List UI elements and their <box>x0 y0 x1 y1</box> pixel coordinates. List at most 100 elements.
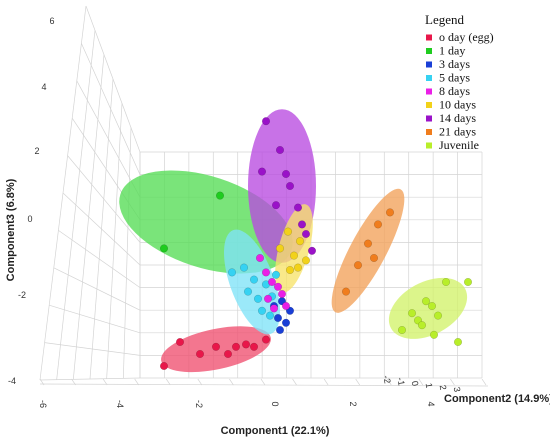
legend-label: 1 day <box>439 44 465 58</box>
data-point <box>453 337 463 347</box>
x-tick-label: 0 <box>270 401 280 406</box>
legend-label: o day (egg) <box>439 30 494 44</box>
data-point <box>283 227 293 236</box>
data-point <box>265 311 275 320</box>
legend-item: 14 days <box>426 111 476 125</box>
data-point <box>231 342 241 351</box>
data-point <box>429 330 439 339</box>
grid-line <box>102 378 108 386</box>
data-point <box>261 117 271 126</box>
y-tick-label: 2 <box>438 384 449 391</box>
data-point <box>285 181 295 191</box>
data-point <box>373 220 383 229</box>
data-point <box>269 304 279 313</box>
grid-line <box>134 378 140 386</box>
legend-item: 5 days <box>426 71 470 85</box>
legend-label: 14 days <box>439 111 476 125</box>
legend-label: 8 days <box>439 84 470 98</box>
legend-label: 21 days <box>439 125 476 139</box>
data-point <box>267 277 277 287</box>
data-point <box>275 244 285 253</box>
floor-edge <box>39 383 489 387</box>
x-tick-label: 4 <box>426 401 436 406</box>
data-point <box>369 253 379 263</box>
data-points <box>159 117 473 371</box>
data-point <box>263 294 273 303</box>
legend-swatch <box>426 48 432 54</box>
data-point <box>257 167 267 176</box>
data-point <box>243 287 253 296</box>
legend-swatch <box>426 129 432 135</box>
data-point <box>307 246 317 255</box>
data-point <box>257 306 267 315</box>
legend-item: Juvenile <box>426 138 479 152</box>
data-point <box>353 261 363 270</box>
y-axis-title: Component2 (14.9%) <box>444 393 550 405</box>
data-point <box>433 311 443 320</box>
grid-line <box>197 378 203 386</box>
data-point <box>223 349 233 359</box>
grid-line <box>450 378 455 386</box>
grid-line <box>418 378 424 386</box>
grid-line <box>481 378 487 386</box>
data-point <box>385 208 395 217</box>
data-point <box>227 268 237 277</box>
x-tick-label: -2 <box>194 400 204 408</box>
data-point <box>211 342 221 351</box>
grid-line <box>229 378 234 386</box>
data-point <box>301 229 311 239</box>
legend-swatch <box>426 75 432 81</box>
data-point <box>363 239 373 248</box>
data-point <box>295 237 305 246</box>
data-point <box>175 337 185 347</box>
legend-swatch <box>426 88 432 95</box>
data-point <box>421 297 431 306</box>
legend-label: 10 days <box>439 98 476 112</box>
data-point <box>301 256 311 265</box>
y-tick-label: -1 <box>395 377 406 387</box>
grid-line <box>355 378 361 386</box>
data-point <box>463 277 473 287</box>
data-point <box>271 201 281 210</box>
grid-line <box>323 378 329 386</box>
legend-swatch <box>426 115 432 122</box>
x-tick-label: -4 <box>115 400 125 408</box>
data-point <box>293 263 303 272</box>
data-point <box>277 289 287 299</box>
legend-label: 3 days <box>439 57 470 71</box>
data-point <box>285 265 295 275</box>
data-point <box>255 253 265 263</box>
ellipse-21-days <box>331 188 405 313</box>
legend-label: 5 days <box>439 71 470 85</box>
legend-item: 3 days <box>426 57 470 71</box>
data-point <box>281 301 291 311</box>
z-tick-label: -4 <box>8 376 16 386</box>
data-point <box>241 340 251 349</box>
legend-label: Juvenile <box>439 138 479 152</box>
data-point <box>407 309 417 318</box>
data-point <box>281 169 291 179</box>
data-point <box>271 270 281 279</box>
data-point <box>273 282 283 291</box>
x-axis-title: Component1 (22.1%) <box>221 425 330 437</box>
legend-item: o day (egg) <box>426 30 494 44</box>
data-point <box>341 287 351 296</box>
data-point <box>293 203 303 212</box>
z-tick-label: 2 <box>34 146 39 156</box>
z-tick-label: -2 <box>18 290 26 300</box>
legend-swatch <box>426 34 432 41</box>
grid-line <box>386 378 392 386</box>
data-point <box>281 318 291 327</box>
grid-line <box>122 127 132 379</box>
y-tick-label: -2 <box>381 375 392 385</box>
grid-line <box>71 378 76 386</box>
legend-item: 1 day <box>426 44 465 58</box>
legend-item: 8 days <box>426 84 470 98</box>
x-tick-label: -6 <box>38 400 48 408</box>
z-axis-title: Component3 (6.8%) <box>5 178 17 281</box>
legend-swatch <box>426 102 432 108</box>
legend-item: 10 days <box>426 98 476 112</box>
